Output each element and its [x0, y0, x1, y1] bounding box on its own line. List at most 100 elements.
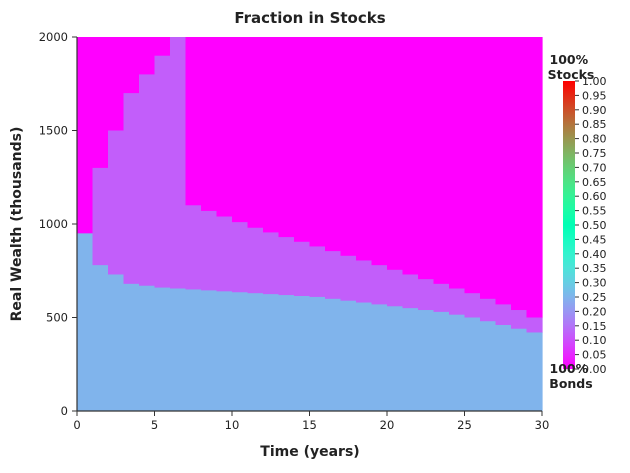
colorbar-tick-label: 0.75 — [582, 147, 607, 160]
heatmap-cell-bond-region — [201, 290, 218, 411]
heatmap-cells — [77, 37, 543, 411]
heatmap-cell-bond-region — [185, 289, 202, 411]
heatmap-cell-stocks-region — [154, 37, 171, 57]
heatmap-cell-stocks-region — [356, 37, 373, 262]
x-tick-label: 25 — [457, 418, 472, 432]
heatmap-cell-bond-region — [340, 300, 357, 411]
y-tick-label: 1500 — [39, 124, 68, 138]
colorbar-tick-label: 0.40 — [582, 248, 607, 261]
heatmap-cell-bond-region — [449, 314, 466, 411]
bonds-end-label-line2: Bonds — [549, 376, 592, 391]
heatmap-cell-transition-band — [139, 74, 156, 287]
heatmap-cell-bond-region — [495, 324, 512, 411]
y-tick-label: 1000 — [39, 217, 68, 231]
heatmap-cell-bond-region — [108, 274, 125, 411]
x-tick-label: 20 — [380, 418, 395, 432]
colorbar-tick-label: 0.85 — [582, 118, 607, 131]
heatmap-cell-bond-region — [247, 293, 264, 411]
colorbar-tick-label: 0.10 — [582, 334, 607, 347]
bonds-end-label-line1: 100% — [550, 361, 589, 376]
x-tick-label: 5 — [151, 418, 158, 432]
heatmap-cell-bond-region — [123, 283, 140, 411]
heatmap-cell-stocks-region — [480, 37, 497, 300]
colorbar-tick-label: 0.35 — [582, 262, 607, 275]
heatmap-cell-transition-band — [294, 241, 311, 297]
heatmap-cell-transition-band — [464, 293, 481, 319]
heatmap-cell-bond-region — [170, 288, 187, 411]
heatmap-cell-bond-region — [92, 265, 109, 411]
heatmap-cell-bond-region — [263, 294, 280, 411]
colorbar-tick-label: 0.45 — [582, 233, 607, 246]
heatmap-cell-bond-region — [356, 302, 373, 411]
heatmap-cell-stocks-region — [139, 37, 156, 75]
heatmap-cell-bond-region — [232, 292, 249, 411]
heatmap-cell-bond-region — [433, 311, 450, 411]
heatmap-cell-transition-band — [371, 265, 388, 306]
heatmap-cell-stocks-region — [464, 37, 481, 294]
heatmap-cell-transition-band — [511, 310, 528, 330]
heatmap-cell-bond-region — [278, 295, 295, 411]
heatmap-cell-bond-region — [526, 332, 543, 411]
heatmap-cell-stocks-region — [123, 37, 140, 94]
stocks-end-label: 100% Stocks — [548, 52, 595, 82]
y-tick-label: 500 — [46, 311, 68, 325]
x-tick-label: 10 — [225, 418, 240, 432]
heatmap-cell-transition-band — [108, 130, 125, 276]
heatmap-cell-bond-region — [294, 295, 311, 411]
colorbar-tick-label: 0.25 — [582, 291, 607, 304]
colorbar-tick-label: 0.70 — [582, 161, 607, 174]
heatmap-cell-transition-band — [526, 317, 543, 334]
heatmap-cell-transition-band — [170, 37, 187, 290]
stocks-end-label-line2: Stocks — [548, 67, 595, 82]
heatmap-cell-stocks-region — [216, 37, 233, 218]
heatmap-cell-stocks-region — [92, 37, 109, 169]
heatmap-cell-bond-region — [418, 310, 435, 411]
stocks-end-label-line1: 100% — [550, 52, 589, 67]
bonds-end-label: 100% Bonds — [549, 361, 592, 391]
heatmap-cell-transition-band — [92, 167, 109, 266]
heatmap-cell-transition-band — [387, 269, 404, 307]
x-tick-label: 15 — [302, 418, 317, 432]
heatmap-cell-stocks-region — [201, 37, 218, 212]
heatmap-cell-transition-band — [340, 255, 357, 302]
x-axis-label: Time (years) — [260, 444, 359, 460]
heatmap-cell-stocks-region — [526, 37, 543, 319]
heatmap-cell-stocks-region — [340, 37, 357, 257]
heatmap-cell-transition-band — [247, 227, 264, 294]
heatmap-cell-stocks-region — [325, 37, 342, 252]
heatmap-cell-stocks-region — [387, 37, 404, 271]
y-tick-label: 0 — [61, 404, 68, 418]
heatmap-cell-bond-region — [480, 321, 497, 411]
heatmap-cell-transition-band — [278, 237, 295, 296]
colorbar-tick-label: 0.55 — [582, 205, 607, 218]
colorbar-tick-label: 0.50 — [582, 219, 607, 232]
colorbar-tick-label: 0.65 — [582, 176, 607, 189]
heatmap-cell-bond-region — [371, 304, 388, 411]
colorbar-tick-label: 0.05 — [582, 349, 607, 362]
heatmap-cell-transition-band — [495, 304, 512, 326]
heatmap-cell-transition-band — [480, 298, 497, 322]
heatmap-cell-transition-band — [232, 222, 249, 293]
heatmap-cell-stocks-region — [418, 37, 435, 280]
heatmap-cell-stocks-region — [511, 37, 528, 311]
heatmap-cell-stocks-region — [294, 37, 311, 243]
y-tick-label: 2000 — [39, 30, 68, 44]
heatmap-cell-transition-band — [154, 55, 171, 289]
colorbar-tick-label: 0.90 — [582, 104, 607, 117]
heatmap-cell-transition-band — [433, 283, 450, 313]
heatmap-cell-bond-region — [325, 298, 342, 411]
heatmap-cell-stocks-region — [449, 37, 466, 290]
heatmap-cell-bond-region — [139, 285, 156, 411]
colorbar-tick-label: 0.15 — [582, 320, 607, 333]
colorbar-tick-label: 0.00 — [582, 363, 607, 376]
heatmap-cell-stocks-region — [433, 37, 450, 285]
heatmap-cell-stocks-region — [77, 37, 94, 234]
heatmap-cell-bond-region — [309, 296, 326, 411]
heatmap-cell-bond-region — [464, 317, 481, 411]
colorbar: 0.000.05 0.100.15 0.200.250.30 0.350.40 0.45… — [563, 75, 607, 376]
heatmap-cell-transition-band — [325, 251, 342, 300]
heatmap-cell-stocks-region — [232, 37, 249, 223]
heatmap-cell-stocks-region — [371, 37, 388, 266]
colorbar-gradient — [563, 81, 575, 369]
y-axis-label: Real Wealth (thousands) — [9, 127, 25, 322]
